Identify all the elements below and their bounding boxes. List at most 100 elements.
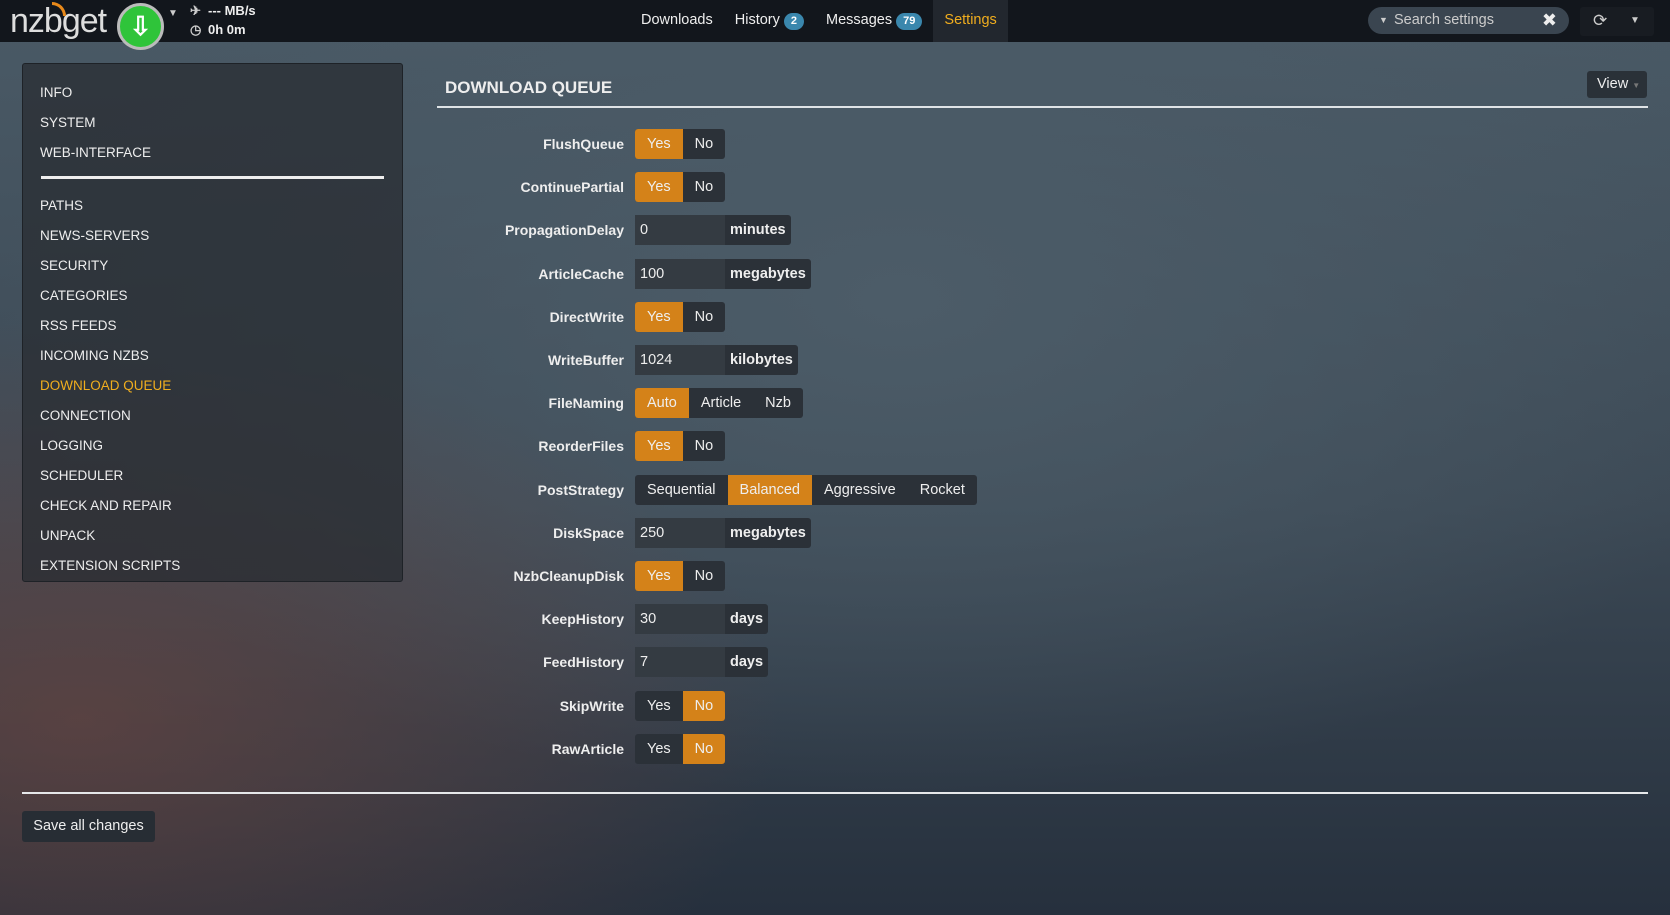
tab-label: Settings [944, 12, 997, 28]
setting-label: SkipWrite [559, 697, 624, 714]
refresh-icon[interactable]: ⟳ [1593, 11, 1608, 30]
option-yes[interactable]: Yes [635, 172, 683, 203]
option-yes[interactable]: Yes [647, 740, 671, 757]
option-no[interactable]: No [694, 136, 714, 152]
setting-row-rawarticle: RawArticle Yes No [400, 733, 726, 764]
menu-caret-icon[interactable]: ▼ [1630, 15, 1640, 26]
sidebar-item[interactable]: NEWS-SERVERS [40, 228, 150, 243]
setting-input[interactable]: 250 [635, 517, 725, 548]
tab-settings[interactable]: Settings [933, 0, 1008, 42]
sidebar-item[interactable]: CHECK AND REPAIR [40, 498, 172, 513]
setting-input[interactable]: 100 [635, 258, 725, 289]
sidebar-item[interactable]: INFO [40, 85, 73, 100]
option-sequential[interactable]: Sequential [647, 481, 716, 498]
option-balanced[interactable]: Balanced [727, 474, 812, 505]
option-no[interactable]: No [694, 568, 714, 584]
sidebar-item[interactable]: UNPACK [40, 528, 96, 543]
tab-label: History [734, 12, 780, 28]
clear-search-icon[interactable]: ✖ [1541, 10, 1557, 30]
history-badge: 2 [783, 13, 805, 30]
setting-label: PropagationDelay [504, 222, 624, 239]
setting-label: FeedHistory [543, 654, 624, 671]
setting-label: RawArticle [551, 740, 624, 757]
sidebar-item[interactable]: SCHEDULER [40, 468, 124, 483]
setting-input-group: 0 minutes [635, 215, 791, 246]
setting-row-keephistory: KeepHistory 30 days [400, 604, 769, 635]
setting-row-poststrategy: PostStrategy Sequential Balanced Aggressive… [400, 474, 977, 505]
option-no[interactable]: No [694, 179, 714, 196]
setting-label: NzbCleanupDisk [513, 568, 624, 584]
sidebar-item[interactable]: SYSTEM [40, 115, 96, 130]
sidebar-item[interactable]: DOWNLOAD QUEUE [40, 378, 172, 393]
settings-sidebar: INFO SYSTEM WEB-INTERFACE PATHS NEWS-SERVERS… [22, 63, 403, 582]
option-no[interactable]: No [682, 690, 726, 721]
sidebar-item[interactable]: EXTENSION SCRIPTS [40, 558, 181, 573]
unit-label: days [730, 611, 764, 628]
setting-input[interactable]: 7 [635, 647, 725, 678]
option-no[interactable]: No [682, 733, 726, 764]
sidebar-item[interactable]: INCOMING NZBS [40, 348, 149, 363]
setting-row-feedhistory: FeedHistory 7 days [400, 647, 769, 678]
option-switch: Yes No [635, 733, 726, 764]
option-article[interactable]: Article [700, 395, 742, 412]
unit-label: megabytes [730, 524, 806, 541]
tab-history[interactable]: History 2 [724, 0, 815, 42]
sidebar-divider [41, 176, 384, 179]
setting-row-filenaming: FileNaming Auto Article Nzb [400, 388, 803, 419]
time-status[interactable]: ◷ 0h 0m [190, 22, 246, 38]
save-all-changes-button[interactable]: Save all changes [22, 811, 155, 842]
sidebar-item[interactable]: SECURITY [40, 258, 109, 273]
clock-icon: ◷ [190, 22, 202, 37]
option-yes[interactable]: Yes [635, 561, 683, 591]
search-placeholder: Search settings [1394, 12, 1494, 28]
sidebar-item[interactable]: RSS FEEDS [40, 318, 117, 333]
option-no[interactable]: No [694, 438, 714, 455]
setting-row-writebuffer: WriteBuffer 1024 kilobytes [400, 345, 798, 375]
option-yes[interactable]: Yes [635, 431, 683, 462]
caret-down-icon[interactable]: ▼ [1379, 15, 1388, 25]
sidebar-item[interactable]: WEB-INTERFACE [40, 145, 152, 160]
tab-messages[interactable]: Messages 79 [815, 0, 933, 42]
messages-badge: 79 [896, 13, 923, 30]
view-button[interactable]: View ▼ [1587, 71, 1647, 98]
setting-label: ArticleCache [538, 265, 624, 282]
option-switch: Yes No [635, 301, 726, 332]
caret-down-icon: ▼ [1632, 81, 1641, 90]
option-no[interactable]: No [694, 308, 714, 325]
sidebar-item[interactable]: CATEGORIES [40, 288, 128, 303]
option-rocket[interactable]: Rocket [919, 481, 965, 498]
sidebar-item[interactable]: CONNECTION [40, 408, 131, 423]
setting-input[interactable]: 30 [635, 604, 725, 635]
option-aggressive[interactable]: Aggressive [824, 481, 896, 498]
setting-input[interactable]: 0 [635, 215, 725, 246]
setting-label: PostStrategy [537, 481, 624, 498]
download-arrow-icon: ⇩ [129, 11, 152, 41]
unit-label: minutes [730, 222, 786, 239]
setting-row-articlecache: ArticleCache 100 megabytes [400, 258, 811, 289]
setting-input[interactable]: 1024 [635, 345, 725, 375]
option-yes[interactable]: Yes [635, 129, 683, 159]
option-switch: Yes No [635, 172, 726, 203]
unit-label: megabytes [730, 265, 806, 282]
setting-label: WriteBuffer [548, 352, 624, 368]
speed-status[interactable]: ✈ --- MB/s [190, 3, 256, 19]
plane-icon: ✈ [190, 3, 201, 18]
option-yes[interactable]: Yes [635, 301, 683, 332]
setting-label: FlushQueue [543, 136, 624, 152]
option-switch: Yes No [635, 561, 726, 591]
sidebar-item[interactable]: LOGGING [40, 438, 104, 453]
setting-label: ReorderFiles [538, 438, 624, 455]
title-divider [437, 106, 1648, 108]
pause-download-button[interactable]: ⇩ [117, 3, 164, 50]
play-menu-caret-icon[interactable]: ▼ [168, 8, 178, 19]
tab-downloads[interactable]: Downloads [630, 0, 724, 42]
option-nzb[interactable]: Nzb [765, 395, 791, 412]
search-input[interactable]: ▼ Search settings ✖ [1368, 7, 1569, 34]
option-yes[interactable]: Yes [647, 697, 671, 714]
main-menu: Downloads History 2 Messages 79 Settings [630, 0, 1008, 42]
tab-label: Messages [826, 12, 893, 28]
sidebar-item[interactable]: PATHS [40, 198, 84, 213]
setting-row-continuepartial: ContinuePartial Yes No [400, 172, 726, 203]
option-auto[interactable]: Auto [635, 388, 689, 419]
setting-row-directwrite: DirectWrite Yes No [400, 301, 726, 332]
